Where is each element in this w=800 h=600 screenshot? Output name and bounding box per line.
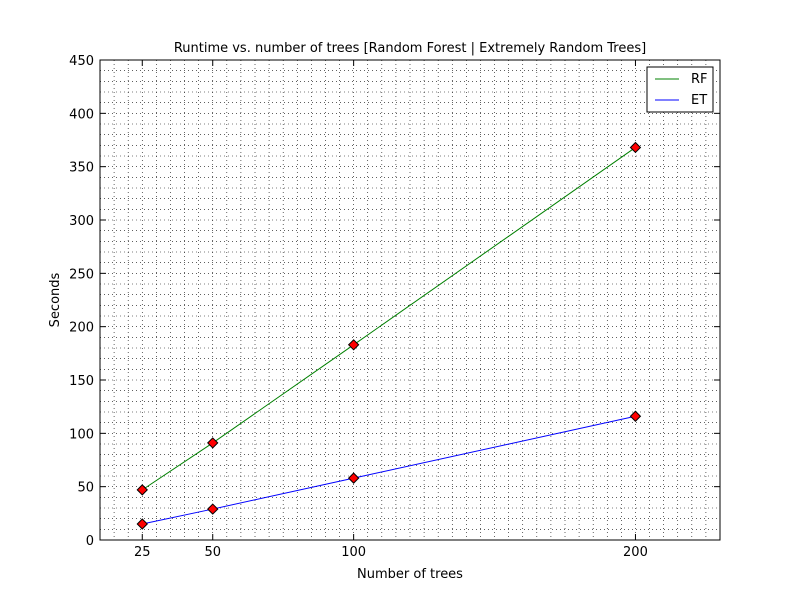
x-tick-label: 200 [623, 545, 648, 560]
x-tick-label: 100 [341, 545, 366, 560]
series-line-et [142, 415, 636, 525]
y-tick-label: 150 [69, 374, 94, 389]
data-point-rf [207, 437, 219, 449]
legend-label-et: ET [691, 93, 707, 108]
y-tick-label: 400 [69, 107, 94, 122]
x-axis-label: Number of trees [357, 567, 463, 582]
legend-label-rf: RF [691, 72, 708, 87]
y-tick-label: 100 [69, 427, 94, 442]
legend: RF ET [646, 66, 714, 113]
data-point-et [347, 472, 360, 484]
data-point-et [136, 518, 148, 530]
tick-labels: 0 50 100 150 200 250 300 350 400 450 25 50 100 200 [69, 54, 648, 560]
y-tick-label: 50 [77, 481, 94, 496]
axes-frame [99, 59, 721, 541]
y-tick-label: 250 [69, 267, 94, 282]
y-axis-label: Seconds [48, 272, 63, 327]
plot-frame [99, 59, 721, 541]
y-tick-label: 450 [69, 54, 94, 69]
data-point-rf [347, 339, 360, 351]
data-point-et [629, 410, 642, 422]
y-tick-label: 300 [69, 214, 94, 229]
data-point-et [207, 503, 219, 515]
series-line-rf [141, 147, 636, 491]
data-point-rf [136, 484, 148, 496]
y-tick-label: 350 [69, 161, 94, 176]
x-tick-label: 50 [204, 545, 221, 560]
y-tick-label: 0 [86, 534, 94, 549]
series-layer [136, 141, 642, 530]
x-tick-label: 25 [134, 545, 151, 560]
data-point-rf [629, 141, 642, 154]
legend-box [646, 66, 714, 113]
chart-title: Runtime vs. number of trees [Random Fore… [174, 41, 646, 56]
y-tick-label: 200 [69, 321, 94, 336]
grid-lines [100, 60, 720, 540]
